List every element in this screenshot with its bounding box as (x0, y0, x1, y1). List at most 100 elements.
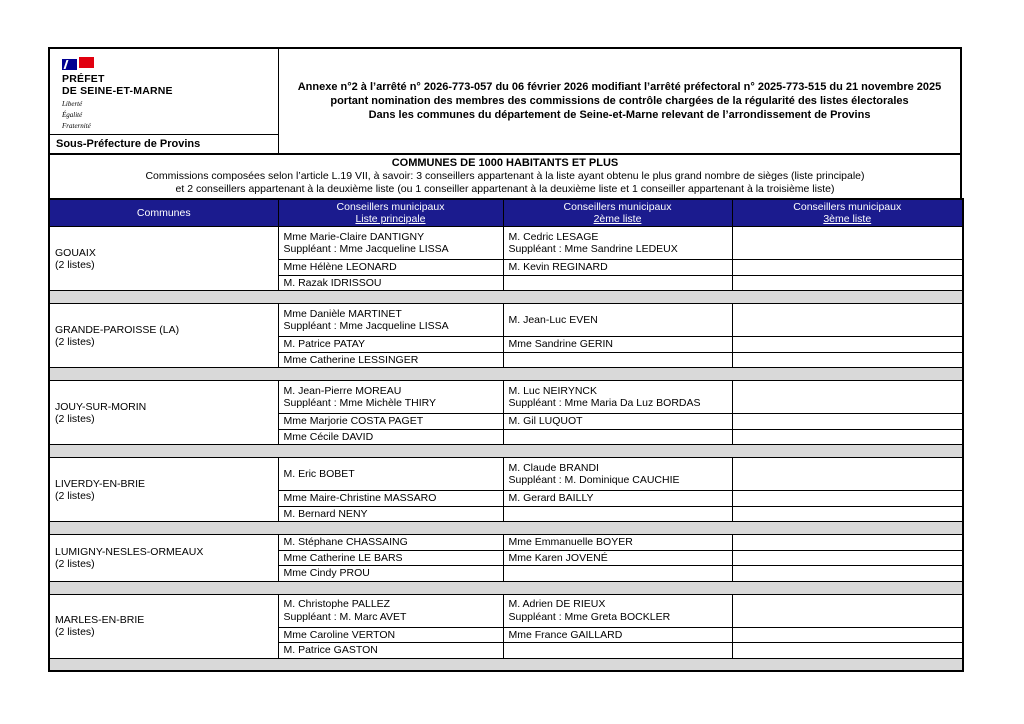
separator-band (48, 290, 964, 304)
supplement-name: Suppléant : Mme Jacqueline LISSA (283, 243, 449, 255)
member-cell (731, 259, 964, 276)
member-cell: M. Gil LUQUOT (502, 413, 733, 430)
member-cell (502, 642, 733, 659)
commune-note: (2 listes) (55, 489, 95, 502)
member-row: M. Razak IDRISSOU (49, 274, 964, 291)
member-row: GOUAIX (2 listes) Mme Marie-Claire DANTIGN… (48, 226, 964, 291)
separator-row (48, 290, 964, 304)
member-cell (731, 490, 964, 507)
member-cell: M. Razak IDRISSOU (277, 274, 504, 291)
member-name: Mme Caroline VERTON (283, 628, 396, 641)
member-cell: Mme France GAILLARD (502, 626, 733, 643)
member-cell: M. Kevin REGINARD (502, 259, 733, 276)
member-name: Mme Emmanuelle BOYER (508, 536, 633, 548)
member-row: M. Bernard NENY (49, 505, 964, 522)
member-name: Mme Karen JOVENÉ (508, 551, 608, 564)
member-name: M. Jean-Pierre MOREAU (283, 384, 402, 397)
separator-row (48, 521, 964, 535)
separator-band (48, 521, 964, 535)
member-row: LUMIGNY-NESLES-ORMEAUX (2 listes) M. Stéph… (48, 534, 964, 582)
logo-line-2: DE SEINE-ET-MARNE (62, 85, 173, 97)
member-row: M. Patrice PATAY Mme Sandrine GERIN (49, 336, 964, 353)
member-name: M. Gil LUQUOT (508, 415, 583, 427)
separator-band (48, 580, 964, 595)
member-cell (731, 413, 964, 430)
member-cell: M. Cedric LESAGE Suppléant : Mme Sandrine… (502, 226, 733, 260)
member-cell (731, 226, 964, 260)
member-cell (731, 549, 964, 566)
member-name: Mme Hélène LEONARD (283, 261, 397, 273)
separator-row (48, 367, 964, 381)
commission-table-header: Communes Conseillers municipaux Liste pr… (48, 198, 964, 227)
section-subtitle-line-2: et 2 conseillers appartenant à la deuxiè… (175, 182, 835, 195)
supplement-name: Suppléant : Mme Maria Da Luz BORDAS (508, 397, 701, 409)
commune-note: (2 listes) (55, 335, 95, 348)
prefecture-logo: PRÉFET DE SEINE-ET-MARNE Liberté Égalité… (50, 49, 278, 134)
member-cell: M. Adrien DE RIEUX Suppléant : Mme Greta … (502, 593, 733, 628)
separator-row (48, 444, 964, 458)
member-cell: Mme Cindy PROU (277, 565, 504, 582)
commune-note: (2 listes) (55, 412, 95, 425)
member-cell (731, 336, 964, 353)
header-2eme-liste-label: Conseillers municipaux (563, 201, 672, 213)
member-cell: Mme Caroline VERTON (277, 626, 504, 643)
commune-note: (2 listes) (55, 557, 95, 570)
member-row: JOUY-SUR-MORIN (2 listes) M. Jean-Pierre M… (48, 380, 964, 445)
member-cell: M. Jean-Luc EVEN (502, 303, 733, 337)
prefecture-block: PRÉFET DE SEINE-ET-MARNE Liberté Égalité… (50, 49, 279, 153)
member-cell (502, 351, 733, 368)
member-cell: M. Patrice GASTON (277, 642, 504, 659)
member-name: M. Razak IDRISSOU (283, 276, 382, 289)
member-row: Mme Caroline VERTON Mme France GAILLARD (49, 626, 964, 643)
member-row: MARLES-EN-BRIE (2 listes) M. Christophe PA… (48, 593, 964, 659)
motto-egalite: Égalité (62, 111, 83, 119)
member-cell (502, 274, 733, 291)
header-communes-label: Communes (136, 207, 191, 219)
flag-red-shape (79, 57, 94, 68)
supplement-name: Suppléant : Mme Jacqueline LISSA (283, 320, 449, 332)
member-cell (731, 593, 964, 628)
member-name: Mme Maire-Christine MASSARO (283, 492, 437, 504)
member-cell (731, 303, 964, 337)
member-cell: Mme Sandrine GERIN (502, 336, 733, 353)
member-cell: M. Patrice PATAY (277, 336, 504, 353)
member-cell: Mme Catherine LE BARS (277, 549, 504, 566)
separator-row (48, 657, 964, 672)
member-name: Mme Sandrine GERIN (508, 338, 613, 350)
member-cell: Mme Karen JOVENÉ (502, 549, 733, 566)
header-2eme-liste: Conseillers municipaux 2ème liste (502, 198, 733, 227)
header-liste-principale-label: Conseillers municipaux (336, 201, 445, 213)
motto-fraternite: Fraternité (62, 122, 91, 130)
member-row: M. Patrice GASTON (49, 642, 964, 659)
sous-prefecture-label: Sous-Préfecture de Provins (50, 134, 278, 153)
member-cell (731, 505, 964, 522)
member-cell: M. Eric BOBET (277, 457, 504, 491)
commune-note: (2 listes) (55, 258, 95, 271)
member-cell: M. Bernard NENY (277, 505, 504, 522)
french-republic-flag-icon (62, 57, 96, 70)
member-cell (502, 428, 733, 445)
commune-name: JOUY-SUR-MORIN (55, 400, 147, 413)
member-name: M. Stéphane CHASSAING (283, 536, 408, 548)
member-name: M. Christophe PALLEZ (283, 598, 391, 610)
member-name: M. Kevin REGINARD (508, 261, 608, 273)
member-name: Mme Cécile DAVID (283, 430, 374, 443)
member-name: Mme Catherine LE BARS (283, 551, 403, 564)
member-name: Mme Cindy PROU (283, 567, 370, 579)
commune-cell: GRANDE-PAROISSE (LA) (2 listes) (48, 303, 279, 368)
commune-name: LUMIGNY-NESLES-ORMEAUX (55, 545, 204, 558)
supplement-name: Suppléant : M. Marc AVET (283, 610, 407, 623)
member-cell: M. Claude BRANDI Suppléant : M. Dominique… (502, 457, 733, 491)
section-title: COMMUNES DE 1000 HABITANTS ET PLUS (391, 157, 619, 169)
header-3eme-liste-sub: 3ème liste (823, 213, 872, 225)
member-cell (731, 626, 964, 643)
member-name: M. Cedric LESAGE (508, 230, 599, 243)
member-row: Mme Cécile DAVID (49, 428, 964, 445)
supplement-name: Suppléant : Mme Greta BOCKLER (508, 610, 671, 623)
member-cell: Mme Marjorie COSTA PAGET (277, 413, 504, 430)
arrete-title-line-1: Annexe n°2 à l’arrêté n° 2026-773-057 du… (297, 81, 942, 93)
commune-cell: LIVERDY-EN-BRIE (2 listes) (48, 457, 279, 522)
member-row: Mme Cindy PROU (49, 565, 964, 582)
supplement-name: Suppléant : Mme Michèle THIRY (283, 397, 437, 409)
member-cell: Mme Danièle MARTINET Suppléant : Mme Jacq… (277, 303, 504, 337)
